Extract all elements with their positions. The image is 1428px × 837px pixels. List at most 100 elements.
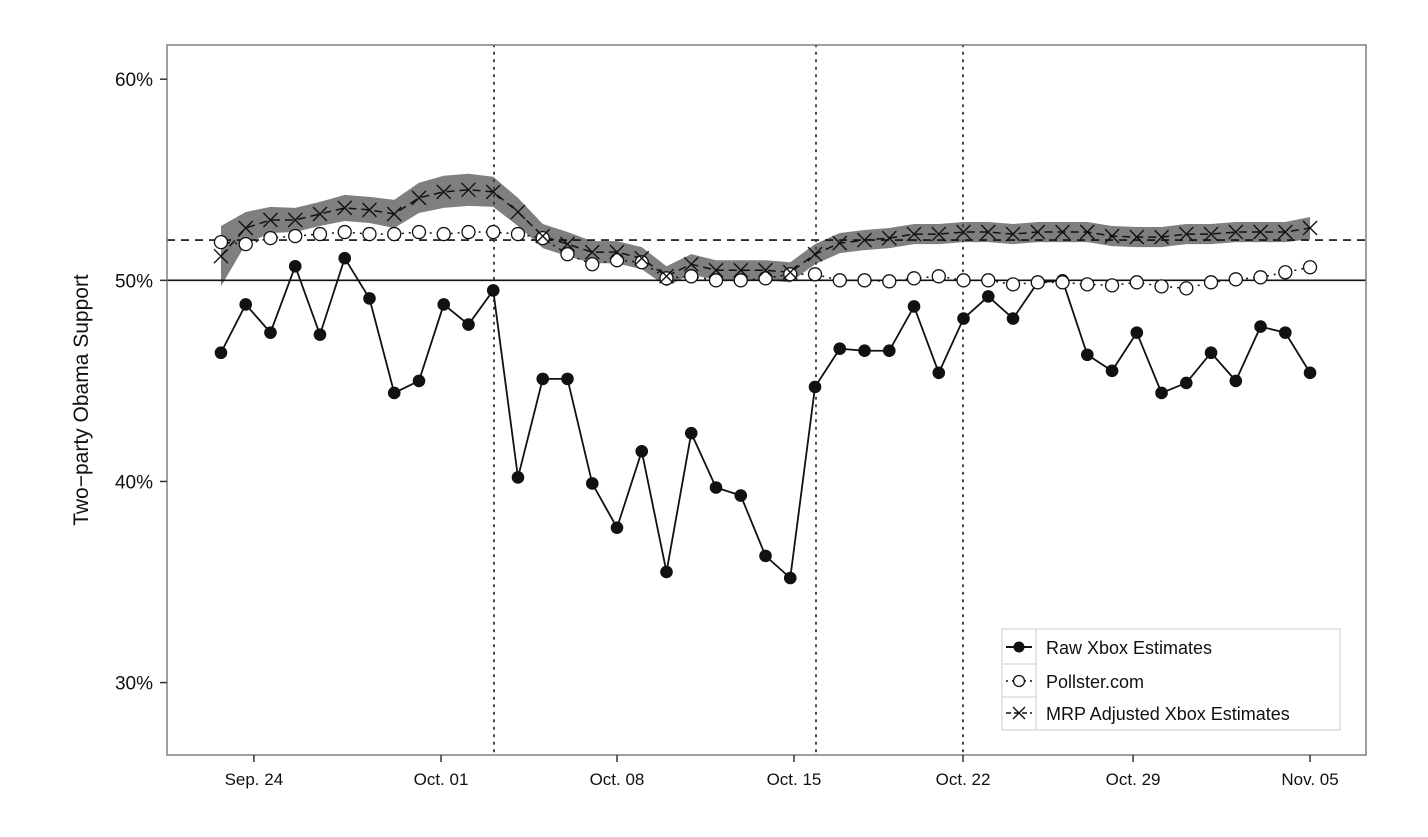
mrp-point [312, 206, 328, 222]
mrp-point [510, 204, 526, 220]
pollster-point [807, 267, 823, 282]
pollster-point [634, 255, 649, 270]
raw-xbox-point [957, 312, 970, 325]
legend-key-raw [1006, 641, 1032, 653]
x-tick-label: Oct. 08 [590, 770, 645, 789]
mrp-point [683, 256, 699, 272]
pollster-point [1030, 275, 1045, 290]
mrp-point [881, 230, 897, 246]
mrp-point [980, 224, 996, 240]
pollster-point [510, 226, 526, 242]
raw-xbox-point [882, 344, 896, 358]
raw-xbox-point [313, 328, 327, 341]
pollster-point [1228, 272, 1243, 287]
pollster-point [783, 267, 798, 282]
mrp-point [659, 268, 674, 284]
mrp-point [1079, 224, 1095, 240]
pollster-point [659, 271, 674, 286]
series-line-1 [220, 231, 1311, 290]
mrp-point [1104, 228, 1120, 244]
mrp-point [708, 262, 724, 278]
raw-xbox-point [981, 290, 995, 303]
pollster-point [312, 226, 328, 242]
raw-xbox-point [610, 521, 624, 535]
x-tick-label: Oct. 01 [414, 770, 469, 789]
legend: Raw Xbox Estimates Pollster.com MRP Adju… [1001, 628, 1341, 731]
pollster-point [461, 224, 476, 240]
raw-xbox-point [536, 372, 550, 386]
mrp-point [956, 224, 972, 240]
mrp-point [436, 184, 452, 200]
raw-xbox-point [1006, 312, 1020, 325]
pollster-point [758, 271, 773, 286]
pollster-point [857, 273, 872, 288]
pollster-point [956, 273, 971, 288]
mrp-point [1253, 224, 1269, 240]
raw-xbox-point [239, 298, 253, 311]
x-tick-label: Oct. 29 [1106, 770, 1161, 789]
raw-xbox-point [387, 386, 401, 400]
mrp-point [238, 220, 254, 236]
raw-xbox-point [1229, 374, 1243, 388]
raw-xbox-point [437, 298, 451, 311]
pollster-point [708, 273, 724, 288]
raw-xbox-point [1080, 348, 1094, 362]
raw-xbox-point [660, 565, 673, 579]
raw-xbox-point [1204, 346, 1218, 360]
mrp-point [1302, 220, 1318, 236]
x-tick-label: Sep. 24 [225, 770, 284, 789]
pollster-point [263, 230, 278, 246]
raw-xbox-point [288, 259, 302, 273]
mrp-point [1005, 226, 1021, 242]
raw-xbox-point [486, 284, 500, 297]
pollster-point [684, 269, 699, 284]
legend-label-mrp: MRP Adjusted Xbox Estimates [1046, 704, 1290, 724]
axes: 30% 40% 50% 60% Sep. 24 Oct. 01 Oct. 08 Oct. 15… [115, 70, 1339, 789]
raw-xbox-point [858, 344, 871, 358]
mrp-point [411, 190, 427, 206]
mrp-point [609, 244, 625, 260]
raw-xbox-point [1130, 326, 1144, 339]
raw-xbox-point [214, 346, 228, 360]
mrp-point [634, 250, 650, 266]
y-tick-label: 60% [115, 70, 153, 91]
x-tick-label: Nov. 05 [1281, 770, 1338, 789]
raw-xbox-point [462, 318, 475, 331]
pollster-point [906, 271, 922, 286]
pollster-point [1302, 260, 1318, 275]
pollster-point [1179, 281, 1194, 296]
raw-xbox-point [808, 380, 822, 394]
raw-xbox-point [412, 374, 426, 388]
raw-xbox-point [759, 549, 772, 563]
y-tick-label: 40% [115, 472, 153, 493]
raw-xbox-point [833, 342, 847, 356]
pollster-point [1104, 278, 1120, 293]
pollster-point [486, 224, 501, 240]
raw-xbox-point [338, 251, 352, 265]
x-tick-label: Oct. 15 [767, 770, 822, 789]
pollster-point [1278, 265, 1293, 280]
mrp-point [337, 200, 353, 216]
mrp-point [386, 206, 402, 222]
x-tick-label: Oct. 22 [936, 770, 991, 789]
y-axis-label: Two−party Obama Support [70, 274, 93, 526]
pollster-point [981, 273, 996, 288]
legend-key-pollster [1006, 674, 1032, 688]
raw-xbox-point [561, 372, 574, 386]
mrp-point [287, 212, 303, 228]
pollster-point [213, 234, 229, 250]
mrp-point [1203, 226, 1219, 242]
pollster-point [535, 230, 550, 246]
mrp-point [535, 228, 551, 244]
mrp-point [485, 184, 501, 200]
pollster-point [387, 226, 402, 242]
pollster-point [436, 226, 451, 242]
raw-xbox-point [511, 471, 525, 484]
pollster-point [1154, 279, 1169, 294]
mrp-point [460, 182, 476, 198]
legend-label-raw: Raw Xbox Estimates [1046, 638, 1212, 658]
pollster-point [733, 273, 748, 288]
mrp-point [931, 226, 947, 242]
raw-xbox-point [783, 571, 797, 585]
